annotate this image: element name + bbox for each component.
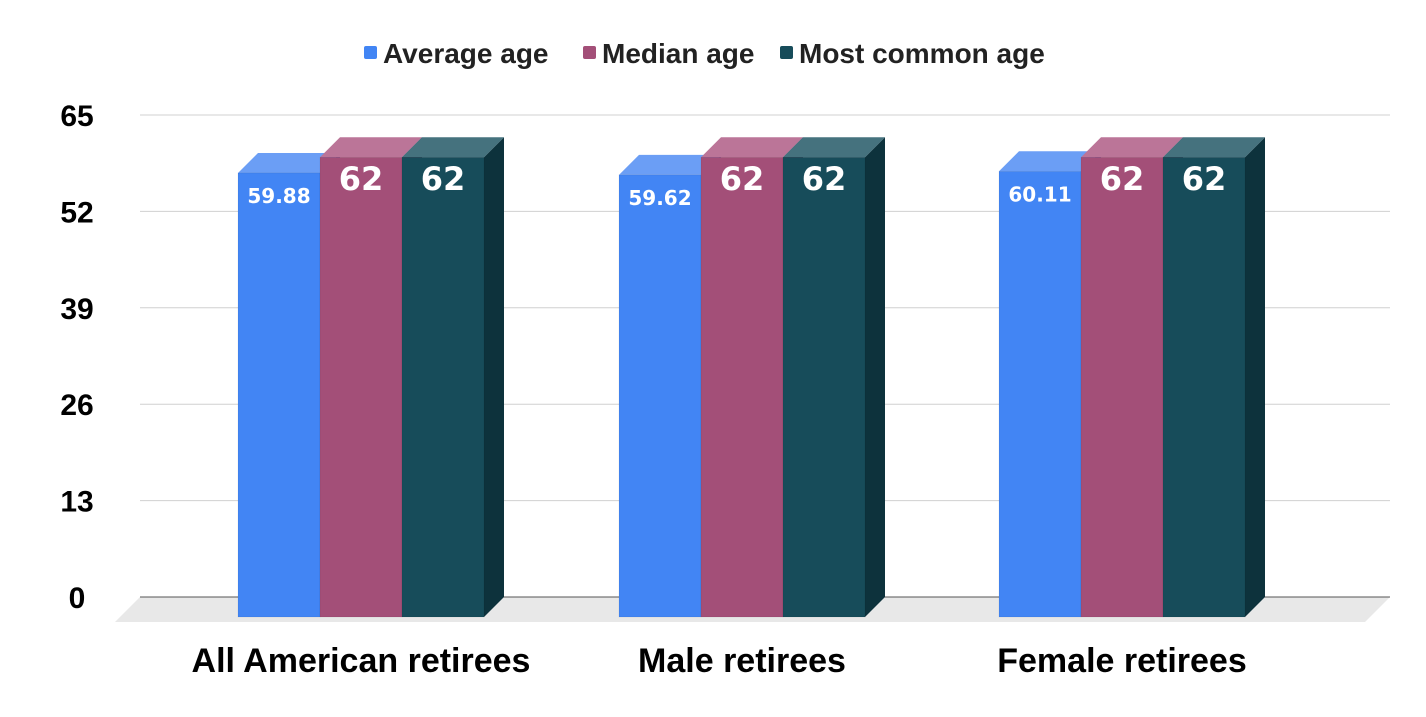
bar-front-face	[1080, 156, 1164, 618]
bar-front-face	[237, 172, 321, 618]
bar-top-face	[1081, 137, 1183, 158]
data-label: 62	[1182, 160, 1227, 198]
x-category-label: Female retirees	[997, 642, 1247, 680]
data-label: 62	[802, 160, 847, 198]
legend-swatch	[583, 46, 596, 59]
y-tick-label: 0	[69, 582, 86, 615]
bar-top-face	[402, 137, 504, 158]
legend-item: Most common age	[780, 38, 1045, 69]
data-label: 62	[339, 160, 384, 198]
bars	[237, 137, 1265, 618]
legend-item: Average age	[364, 38, 549, 69]
bar-top-face	[701, 137, 803, 158]
data-label: 62	[720, 160, 765, 198]
legend-label: Average age	[383, 38, 549, 69]
data-label: 62	[1100, 160, 1145, 198]
data-labels: 59.88 62 62 59.62 62 62 60.11 62 62	[247, 160, 1226, 210]
legend-label: Median age	[602, 38, 754, 69]
y-axis: 0 13 26 39 52 65	[60, 100, 93, 615]
bar-front-face	[700, 156, 784, 618]
data-label: 59.62	[628, 186, 691, 210]
bar-front-face	[782, 156, 866, 618]
bar-front-face	[998, 171, 1082, 618]
y-tick-label: 65	[60, 100, 93, 133]
bar	[401, 137, 504, 618]
bar-front-face	[618, 174, 702, 618]
x-category-label: All American retirees	[192, 642, 531, 680]
bar-top-face	[619, 154, 721, 175]
bar-front-face	[319, 156, 403, 618]
bar-top-face	[320, 137, 422, 158]
y-tick-label: 39	[60, 293, 93, 326]
bar-top-face	[1163, 137, 1265, 158]
x-axis: All American retirees Male retirees Female…	[192, 642, 1247, 680]
bar-front-face	[1162, 156, 1246, 618]
legend-item: Median age	[583, 38, 754, 69]
x-category-label: Male retirees	[638, 642, 846, 680]
y-tick-label: 26	[60, 389, 93, 422]
bar-top-face	[238, 152, 340, 173]
bar	[1162, 137, 1265, 618]
bar-front-face	[401, 156, 485, 618]
y-tick-label: 52	[60, 196, 93, 229]
bar	[782, 137, 885, 618]
bar	[998, 151, 1101, 618]
bar-top-face	[783, 137, 885, 158]
data-label: 59.88	[247, 184, 310, 208]
legend-swatch	[780, 46, 793, 59]
data-label: 60.11	[1008, 182, 1071, 206]
bar-top-face	[999, 151, 1101, 172]
legend-label: Most common age	[799, 38, 1045, 69]
y-tick-label: 13	[60, 486, 93, 519]
bar-side-face	[1245, 137, 1265, 617]
legend: Average age Median age Most common age	[364, 38, 1045, 69]
bar-side-face	[484, 137, 504, 617]
legend-swatch	[364, 46, 377, 59]
bar-side-face	[865, 137, 885, 617]
data-label: 62	[421, 160, 466, 198]
